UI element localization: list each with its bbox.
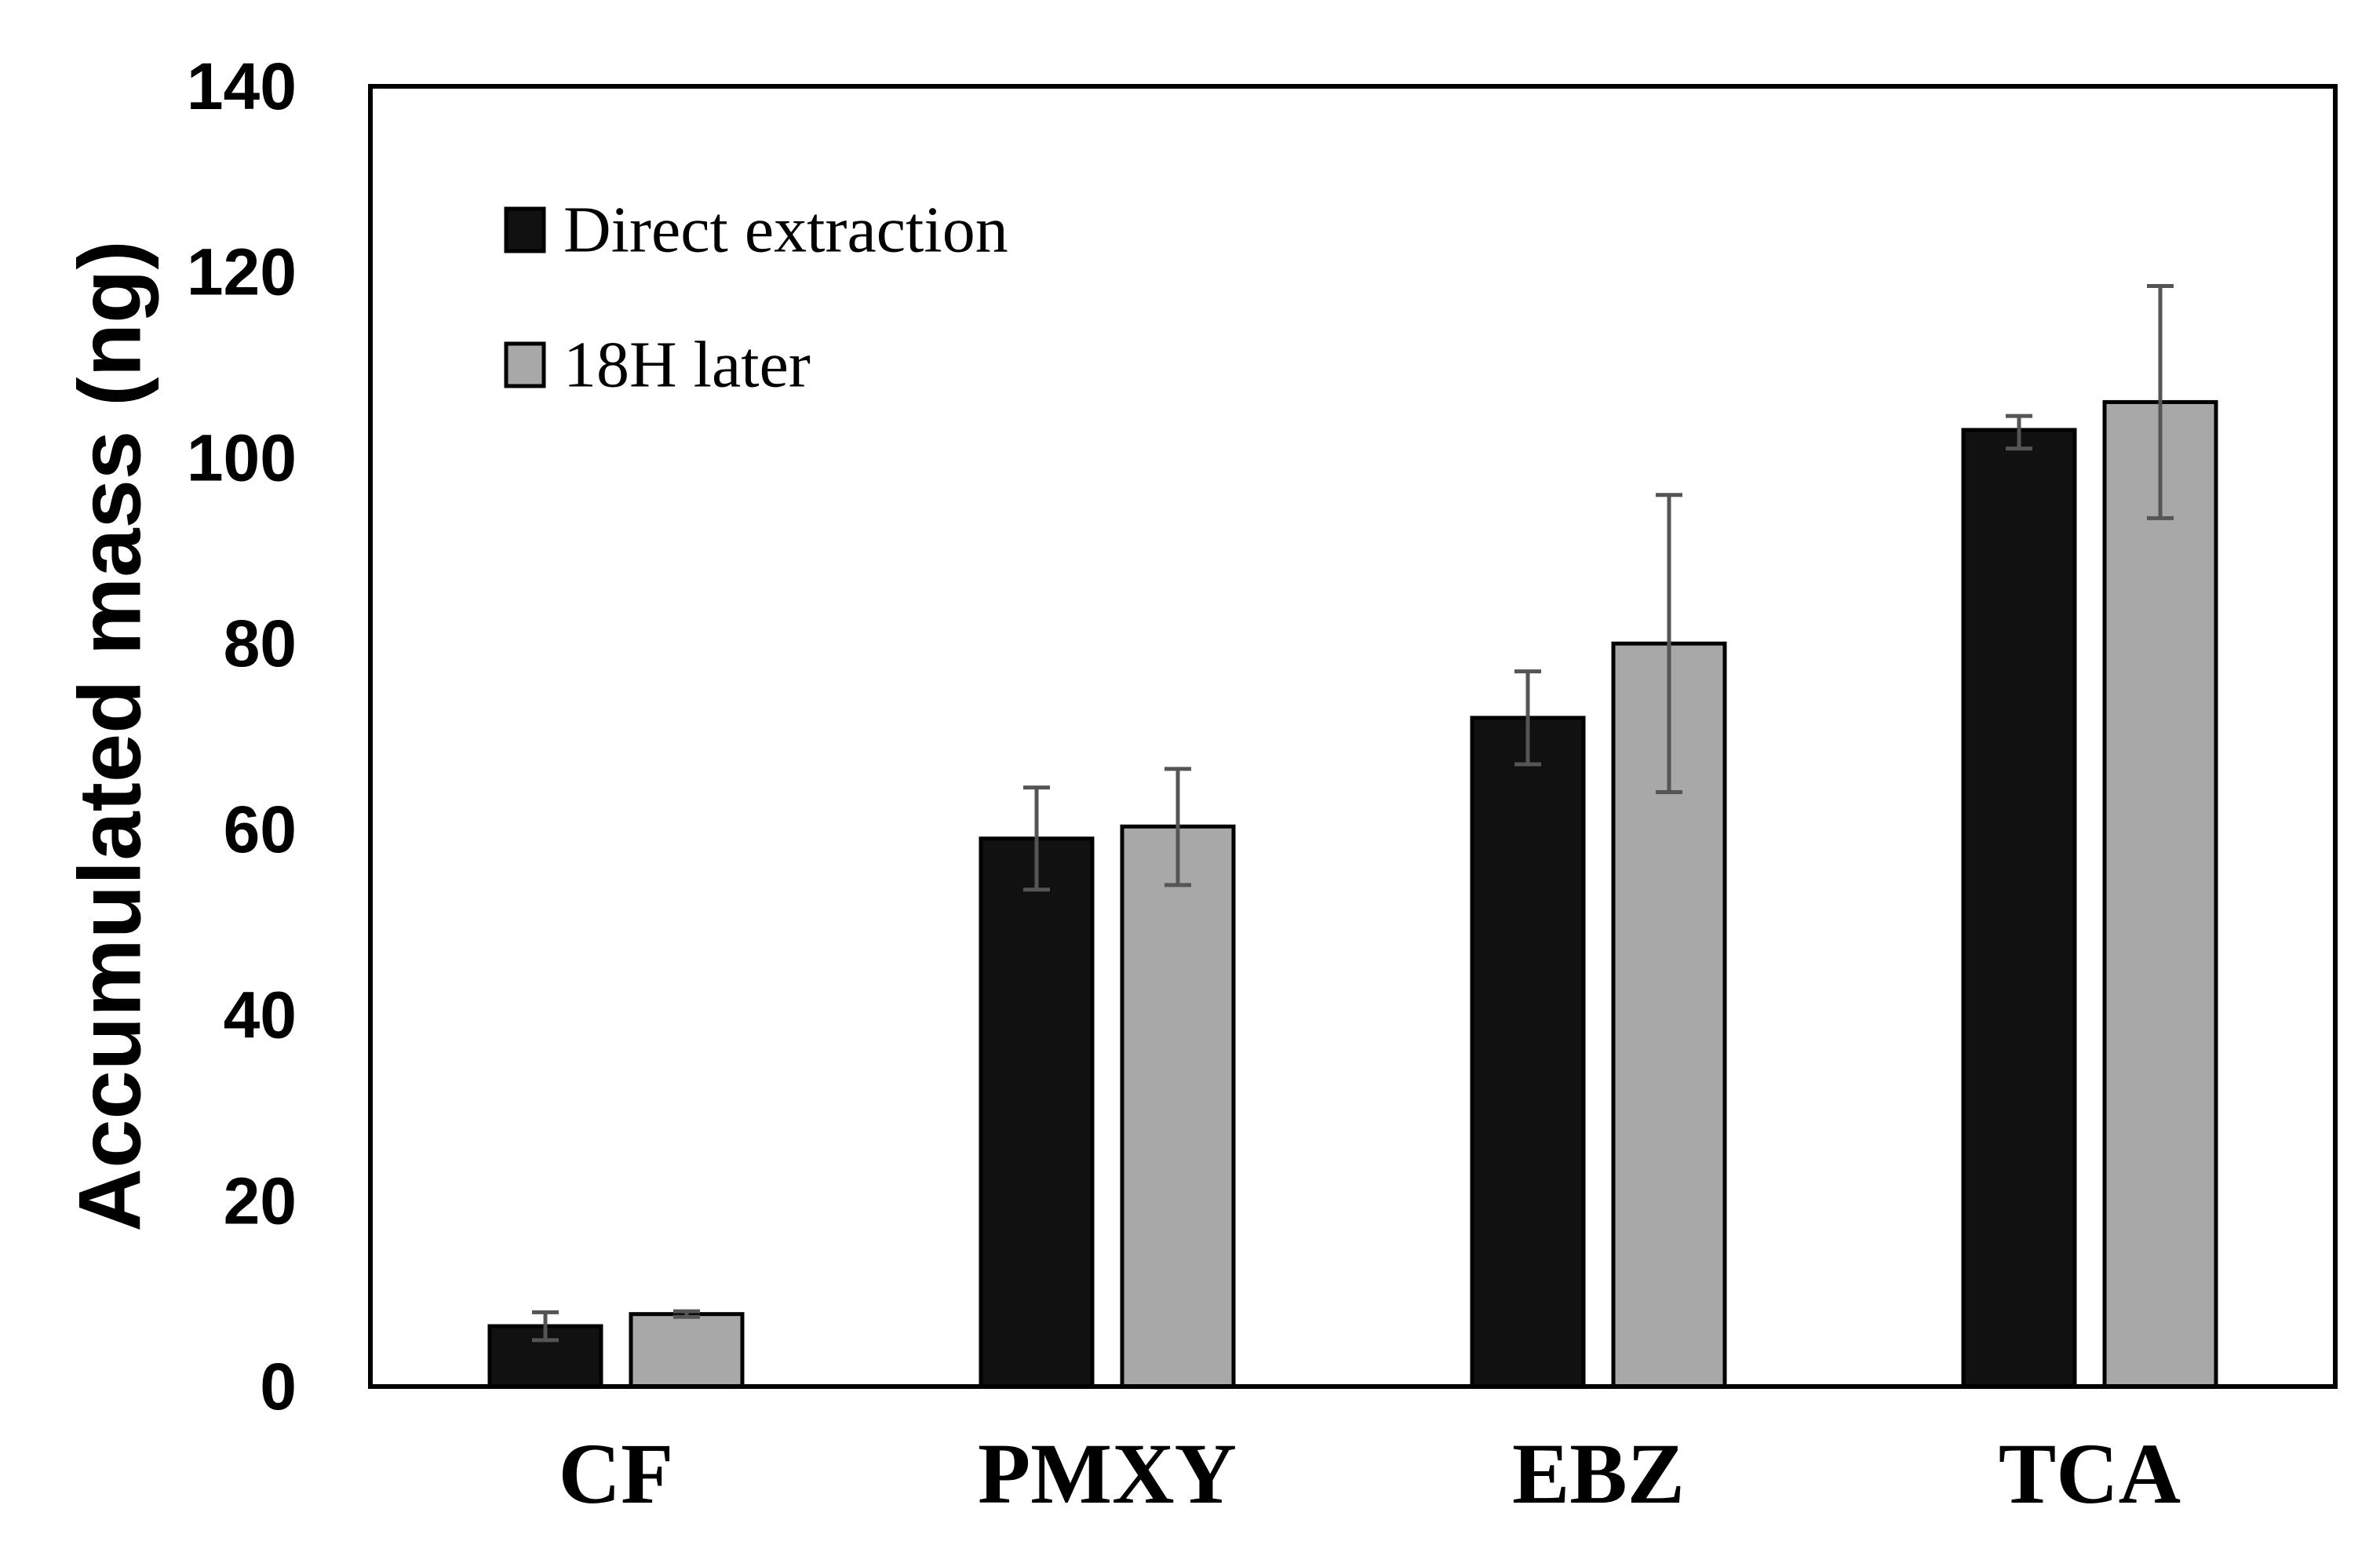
y-axis-label: Accumulated mass (ng)	[61, 240, 159, 1231]
x-tick-label-cf: CF	[559, 1426, 674, 1521]
y-tick-label: 40	[224, 978, 297, 1052]
x-tick-label-pmxy: PMXY	[978, 1426, 1237, 1521]
bar-pmxy-series-2	[1120, 824, 1236, 1389]
x-tick-label-ebz: EBZ	[1512, 1426, 1685, 1521]
x-tick-label-tca: TCA	[1999, 1426, 2181, 1521]
plot-layer: 0 20 40 60 80 100 120 140 CF PMXY EBZ TCA	[187, 49, 2218, 1521]
bar-cf-series-2	[629, 1312, 745, 1389]
y-tick-label: 80	[224, 607, 297, 680]
plot-frame	[368, 84, 2338, 1389]
bar-ebz-series-1	[1470, 716, 1586, 1389]
bar-pmxy-series-1	[979, 836, 1095, 1389]
legend-swatch-series-1	[504, 206, 546, 253]
bar-tca-series-1	[1961, 428, 2077, 1389]
legend: Direct extraction 18H later	[504, 194, 1008, 402]
bar-tca-series-2	[2102, 399, 2218, 1389]
y-tick-label: 20	[224, 1164, 297, 1237]
legend-label-series-1: Direct extraction	[563, 194, 1008, 267]
y-tick-label: 120	[187, 235, 297, 309]
y-tick-label: 0	[260, 1350, 297, 1423]
y-tick-label: 60	[224, 793, 297, 866]
y-tick-label: 140	[187, 49, 297, 123]
legend-label-series-2: 18H later	[563, 329, 811, 402]
y-tick-label: 100	[187, 421, 297, 494]
legend-swatch-series-2	[504, 341, 546, 388]
